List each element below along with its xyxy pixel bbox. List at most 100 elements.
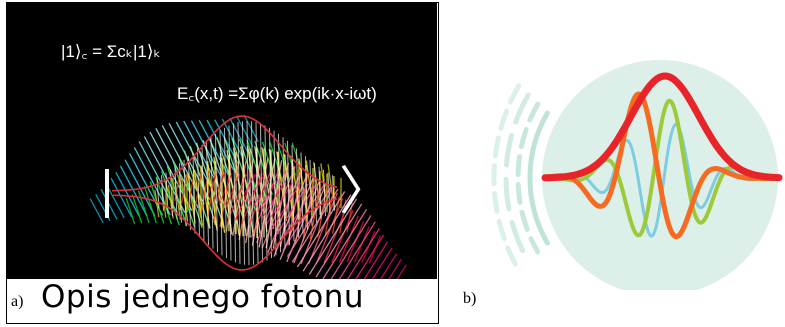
panel-a-single-photon: 〉 |1⟩꜀ = Σcₖ|1⟩ₖ E꜀(x,t) =Σφ(k) exp(ik·x… [6, 2, 439, 324]
wave-ray [323, 204, 349, 264]
wave-ray-core [219, 130, 223, 256]
wave-ray-core [332, 175, 335, 211]
wave-ray-core [278, 133, 281, 253]
wave-ray [300, 187, 333, 265]
wave-ray-core [174, 166, 178, 220]
wave-ray [296, 191, 346, 268]
wave-ray-core [273, 130, 277, 256]
wave-ray [308, 198, 358, 275]
wave-ray-core [210, 137, 214, 249]
panel-a-label: a) [11, 293, 24, 310]
wave-ray-core [287, 140, 290, 246]
wave-ray [115, 171, 140, 217]
wave-ray [315, 203, 363, 278]
wave-ray-core [305, 156, 308, 230]
wave-ray [338, 215, 359, 263]
wave-ray [224, 173, 240, 210]
wave-ray [125, 197, 136, 225]
wave-ray-core [183, 159, 187, 227]
wave-ray-core [264, 125, 268, 261]
wave-ray-core [192, 152, 196, 234]
wave-ray-core [269, 127, 272, 259]
wave-ray-core [282, 137, 286, 249]
motion-arc [515, 101, 541, 255]
wave-ray [302, 194, 352, 272]
wave-ray-core [228, 125, 232, 261]
wave-ray [286, 186, 332, 258]
wave-ray [330, 215, 372, 279]
wave-ray [371, 247, 393, 279]
wave-ray-core [197, 148, 200, 238]
wave-ray-core [188, 156, 191, 230]
wave-ray [250, 172, 279, 238]
wave-ray [396, 264, 407, 279]
wave-ray-core [237, 122, 241, 264]
wave-ray-core [201, 144, 205, 242]
wave-ray [322, 208, 368, 279]
wave-ray-core [206, 140, 209, 246]
wave-ray [242, 172, 258, 197]
wave-ray [131, 194, 143, 224]
photon-state-equation: |1⟩꜀ = Σcₖ|1⟩ₖ [61, 42, 161, 61]
wave-ray [355, 234, 385, 279]
wave-ray [238, 158, 255, 240]
main-pulse-curve [541, 72, 783, 182]
wave-ray [213, 166, 225, 223]
motion-arcs [491, 83, 550, 273]
wave-ray [294, 174, 309, 244]
wave-ray-core [255, 122, 259, 264]
wave-ray [187, 172, 195, 207]
wave-ray [236, 116, 254, 148]
wave-ray [119, 165, 148, 217]
wave-ray-core [300, 152, 304, 234]
wave-ray [331, 209, 354, 263]
wave-ray-core [323, 169, 326, 217]
wave-ray [89, 198, 104, 224]
wave-ray [105, 183, 125, 219]
wave-ray [308, 192, 338, 265]
wave-ray [100, 188, 118, 220]
wave-ray [212, 172, 226, 201]
wave-ray [143, 186, 157, 224]
wave-ray [181, 173, 188, 204]
wave-ray [154, 190, 160, 218]
electric-field-equation: E꜀(x,t) =Σφ(k) exp(ik·x-iωt) [177, 84, 377, 103]
panel-b-wave-packet-diagram [491, 60, 783, 290]
wave-ray-core [224, 127, 227, 259]
ket-right-bracket: 〉 [339, 162, 391, 222]
motion-arc [491, 83, 522, 273]
wave-ray [225, 162, 240, 232]
orange-wave-curve [544, 91, 779, 240]
wave-ray-core [246, 120, 250, 266]
wave-ray-core [309, 159, 313, 227]
wave-ray-core [318, 166, 322, 220]
wave-ray-core [314, 163, 317, 223]
wave-ray [315, 198, 344, 264]
panel-a-caption: Opis jednego fotonu [41, 279, 365, 315]
wave-ray [180, 177, 189, 222]
wave-ray-core [215, 133, 218, 253]
wave-ray [137, 190, 150, 224]
wave-ray [269, 142, 285, 185]
wave-ray [338, 221, 376, 279]
wave-ray [110, 177, 133, 218]
wave-ray-core [242, 121, 245, 265]
wave-ray-core [251, 121, 254, 265]
wave-ray [346, 221, 365, 263]
wavepacket-illustration: 〉 [89, 114, 407, 279]
wave-ray [261, 171, 294, 249]
envelope-upper-curve [111, 115, 338, 192]
wave-ray-core [260, 123, 263, 263]
motion-arc [527, 110, 550, 246]
wave-ray [190, 120, 225, 183]
wave-ray-core [233, 123, 236, 263]
wave-ray [363, 241, 389, 279]
wave-ray [388, 259, 402, 279]
wave-ray-core [327, 172, 331, 214]
wave-ray [229, 117, 249, 153]
wave-ray [287, 170, 302, 246]
wave-ray [380, 253, 398, 279]
wave-ray [347, 228, 380, 279]
wave-ray-core [179, 163, 182, 223]
envelope-lower-curve [111, 194, 338, 271]
